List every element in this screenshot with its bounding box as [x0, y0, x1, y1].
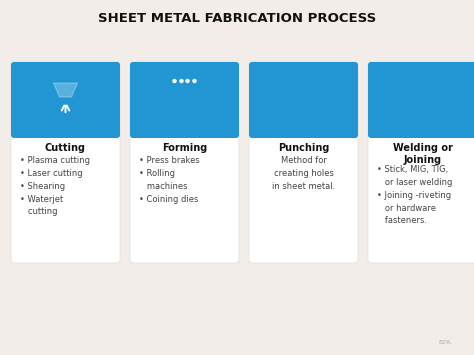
Text: • Stick, MIG, TIG,
   or laser welding
• Joining -riveting
   or hardware
   fas: • Stick, MIG, TIG, or laser welding • Jo…	[377, 165, 452, 225]
Text: Method for
creating holes
in sheet metal.: Method for creating holes in sheet metal…	[272, 156, 335, 191]
Circle shape	[173, 80, 176, 82]
FancyBboxPatch shape	[11, 62, 120, 138]
FancyBboxPatch shape	[368, 62, 474, 138]
Circle shape	[186, 80, 189, 82]
Polygon shape	[309, 97, 327, 103]
Text: Cutting: Cutting	[45, 143, 86, 153]
Text: Forming: Forming	[162, 143, 207, 153]
FancyBboxPatch shape	[368, 62, 474, 263]
FancyBboxPatch shape	[11, 62, 120, 263]
Polygon shape	[411, 83, 434, 96]
Text: Punching: Punching	[278, 143, 329, 153]
Polygon shape	[54, 83, 78, 97]
Polygon shape	[416, 89, 429, 91]
Text: • Press brakes
• Rolling
   machines
• Coining dies: • Press brakes • Rolling machines • Coin…	[139, 156, 200, 203]
FancyBboxPatch shape	[249, 62, 358, 263]
Circle shape	[180, 80, 183, 82]
Polygon shape	[133, 127, 236, 135]
Polygon shape	[181, 88, 189, 96]
FancyBboxPatch shape	[130, 62, 239, 138]
Text: EZR.: EZR.	[438, 340, 452, 345]
FancyBboxPatch shape	[130, 62, 239, 263]
Text: Welding or
Joining: Welding or Joining	[392, 143, 453, 165]
Polygon shape	[252, 127, 355, 135]
Text: • Plasma cutting
• Laser cutting
• Shearing
• Waterjet
   cutting: • Plasma cutting • Laser cutting • Shear…	[20, 156, 90, 217]
Polygon shape	[371, 127, 474, 135]
FancyBboxPatch shape	[249, 62, 358, 138]
Polygon shape	[164, 83, 204, 88]
Text: SHEET METAL FABRICATION PROCESS: SHEET METAL FABRICATION PROCESS	[98, 12, 376, 26]
Circle shape	[193, 80, 196, 82]
Polygon shape	[14, 127, 117, 135]
